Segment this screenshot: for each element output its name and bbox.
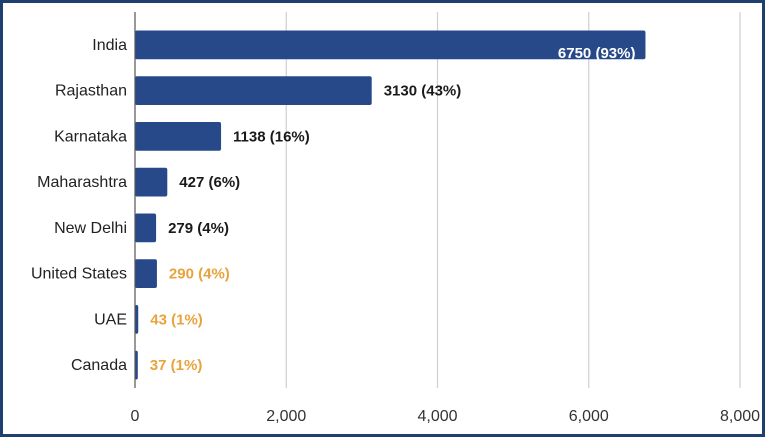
category-label: New Delhi: [54, 220, 127, 237]
category-label: Maharashtra: [37, 174, 127, 191]
bar-united-states: [135, 259, 157, 289]
data-label: 1138 (16%): [233, 128, 310, 145]
data-label: 37 (1%): [150, 357, 203, 374]
x-tick-label: 8,000: [720, 408, 760, 425]
category-label: Rajasthan: [55, 83, 127, 100]
x-tick-label: 0: [131, 408, 140, 425]
bar-karnataka: [135, 121, 222, 151]
data-label: 3130 (43%): [384, 83, 462, 100]
x-tick-label: 6,000: [569, 408, 609, 425]
data-label: 43 (1%): [150, 311, 203, 328]
data-label: 427 (6%): [179, 174, 240, 191]
x-tick-labels: 0 2,000 4,000 6,000 8,000: [131, 408, 761, 425]
data-labels: 6750 (93%) 3130 (43%) 1138 (16%) 427 (6%) 27…: [150, 45, 636, 374]
bar-rajasthan: [135, 76, 372, 106]
category-label: India: [92, 37, 127, 54]
category-label: United States: [31, 266, 127, 283]
x-tick-label: 4,000: [417, 408, 457, 425]
data-label: 290 (4%): [169, 266, 230, 283]
gridlines: [285, 12, 741, 388]
x-tick-label: 2,000: [266, 408, 306, 425]
data-label: 6750 (93%): [558, 45, 636, 62]
category-labels: India Rajasthan Karnataka Maharashtra New De…: [31, 37, 127, 374]
bar-maharashtra: [135, 167, 168, 197]
bar-new-delhi: [135, 213, 157, 243]
data-label: 279 (4%): [168, 220, 229, 237]
bars: [135, 30, 646, 380]
bar-canada: [135, 350, 138, 380]
bar-uae: [135, 304, 139, 334]
category-label: Karnataka: [54, 128, 127, 145]
category-label: UAE: [94, 311, 127, 328]
category-label: Canada: [71, 357, 127, 374]
bar-india: [135, 30, 646, 60]
